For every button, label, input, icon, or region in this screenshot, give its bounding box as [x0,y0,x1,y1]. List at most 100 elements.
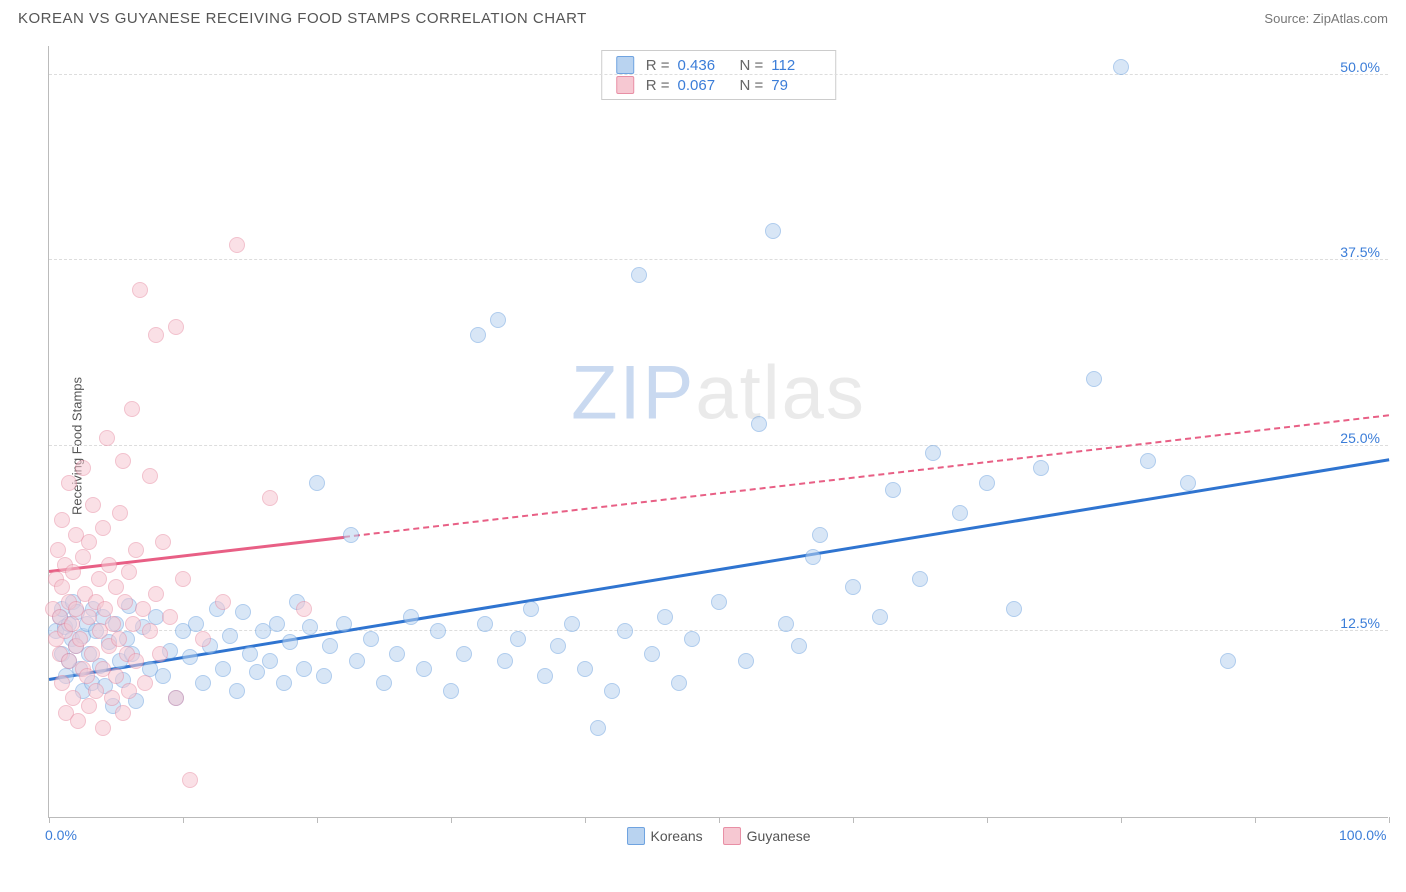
data-point [249,664,265,680]
data-point [81,534,97,550]
data-point [349,653,365,669]
data-point [912,571,928,587]
data-point [430,623,446,639]
data-point [121,564,137,580]
data-point [54,579,70,595]
data-point [188,616,204,632]
data-point [590,720,606,736]
data-point [885,482,901,498]
data-point [155,668,171,684]
data-point [1113,59,1129,75]
data-point [182,649,198,665]
data-point [229,683,245,699]
legend-stats-box: R = 0.436 N = 112 R = 0.067 N = 79 [601,50,837,100]
data-point [79,668,95,684]
data-point [97,601,113,617]
data-point [75,460,91,476]
data-point [85,497,101,513]
data-point [537,668,553,684]
data-point [72,631,88,647]
legend-item-koreans: Koreans [627,827,703,845]
data-point [195,631,211,647]
chart-header: KOREAN VS GUYANESE RECEIVING FOOD STAMPS… [0,0,1406,33]
x-tick [451,817,452,823]
data-point [550,638,566,654]
data-point [81,609,97,625]
data-point [1086,371,1102,387]
data-point [88,683,104,699]
data-point [65,690,81,706]
data-point [81,698,97,714]
data-point [242,646,258,662]
legend-stats-row: R = 0.067 N = 79 [616,75,822,95]
data-point [617,623,633,639]
data-point [952,505,968,521]
legend-item-guyanese: Guyanese [723,827,811,845]
x-tick-label: 100.0% [1339,827,1386,843]
data-point [490,312,506,328]
data-point [101,557,117,573]
x-tick [987,817,988,823]
data-point [302,619,318,635]
data-point [121,683,137,699]
x-tick [1255,817,1256,823]
data-point [195,675,211,691]
trendline-extension [344,414,1389,538]
data-point [343,527,359,543]
data-point [316,668,332,684]
data-point [168,319,184,335]
y-tick-label: 50.0% [1340,59,1380,75]
data-point [70,713,86,729]
data-point [91,571,107,587]
data-point [644,646,660,662]
data-point [262,490,278,506]
data-point [1220,653,1236,669]
data-point [215,594,231,610]
data-point [135,601,151,617]
data-point [1180,475,1196,491]
data-point [523,601,539,617]
data-point [115,705,131,721]
data-point [168,690,184,706]
data-point [872,609,888,625]
y-tick-label: 37.5% [1340,244,1380,260]
data-point [1033,460,1049,476]
data-point [577,661,593,677]
y-tick-label: 12.5% [1340,615,1380,631]
data-point [604,683,620,699]
data-point [50,542,66,558]
data-point [363,631,379,647]
data-point [75,549,91,565]
x-tick [853,817,854,823]
data-point [765,223,781,239]
watermark: ZIPatlas [571,349,866,436]
data-point [564,616,580,632]
data-point [128,653,144,669]
data-point [54,675,70,691]
data-point [276,675,292,691]
x-tick [49,817,50,823]
data-point [671,675,687,691]
bottom-legend: Koreans Guyanese [627,827,811,845]
data-point [738,653,754,669]
data-point [137,675,153,691]
data-point [631,267,647,283]
gridline [49,445,1388,446]
data-point [124,401,140,417]
guyanese-swatch-icon [723,827,741,845]
data-point [175,571,191,587]
x-tick [183,817,184,823]
data-point [99,430,115,446]
data-point [152,646,168,662]
data-point [235,604,251,620]
chart-source: Source: ZipAtlas.com [1264,11,1388,26]
data-point [336,616,352,632]
data-point [61,475,77,491]
x-tick [719,817,720,823]
data-point [148,586,164,602]
x-tick [585,817,586,823]
data-point [155,534,171,550]
data-point [979,475,995,491]
data-point [711,594,727,610]
x-tick [317,817,318,823]
